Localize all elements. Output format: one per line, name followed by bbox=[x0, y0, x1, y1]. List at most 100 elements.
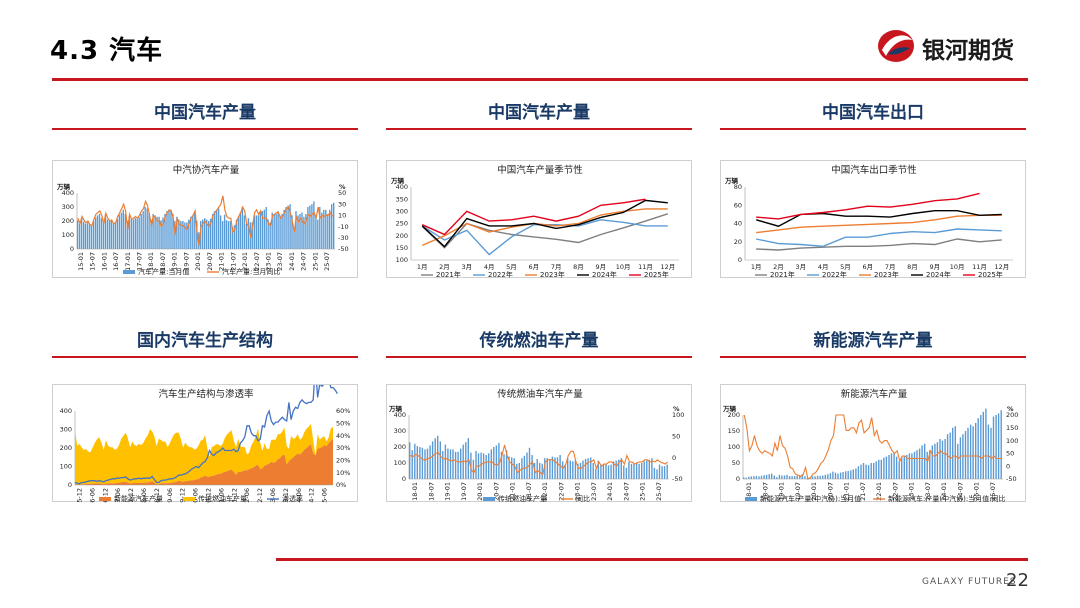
bar bbox=[465, 442, 467, 479]
section-china-auto-production: 中国汽车产量 中汽协汽车产量 万辆 0 100 200 300 400% -50 -30 -10 1… bbox=[52, 100, 358, 278]
bar bbox=[816, 475, 819, 479]
bar bbox=[104, 214, 107, 249]
y2-tick-label: 10 bbox=[338, 212, 346, 220]
bar bbox=[237, 216, 240, 249]
bar bbox=[946, 434, 949, 479]
legend-swatch bbox=[483, 497, 495, 501]
x-tick-label: 21-07 bbox=[859, 482, 867, 501]
bar bbox=[755, 476, 758, 479]
bar bbox=[898, 461, 900, 479]
bar bbox=[275, 214, 277, 249]
bar bbox=[299, 214, 301, 249]
bar bbox=[618, 459, 620, 479]
x-tick-label: 24-12 bbox=[308, 488, 316, 503]
bar bbox=[231, 226, 234, 249]
chart-title: 中国汽车产量季节性 bbox=[497, 164, 583, 176]
bar bbox=[213, 211, 216, 249]
bar bbox=[908, 453, 911, 479]
section-divider bbox=[386, 356, 692, 358]
y-tick-label: 100 bbox=[396, 256, 408, 264]
bar bbox=[906, 455, 908, 479]
bar bbox=[259, 211, 261, 249]
bar bbox=[513, 458, 515, 479]
bar bbox=[210, 218, 212, 249]
y2-tick-label: 100 bbox=[672, 411, 684, 419]
bar bbox=[467, 438, 469, 479]
legend-label: 2022年 bbox=[822, 270, 847, 279]
bar bbox=[311, 204, 313, 249]
bar bbox=[452, 449, 454, 479]
bar bbox=[643, 461, 645, 479]
bar bbox=[140, 214, 142, 249]
series-line bbox=[421, 198, 646, 236]
x-tick-label: 18-06 bbox=[140, 488, 148, 503]
x-tick-label: 24-01 bbox=[940, 482, 948, 501]
bar bbox=[170, 209, 172, 249]
x-tick-label: 22-07 bbox=[891, 482, 899, 501]
bar bbox=[88, 224, 91, 249]
x-tick-label: 3月 bbox=[796, 263, 807, 271]
bar bbox=[315, 215, 317, 249]
legend-label: 汽车产量:当月值 bbox=[138, 267, 189, 276]
bar bbox=[327, 214, 329, 249]
bar bbox=[924, 443, 926, 479]
bar bbox=[969, 424, 972, 479]
bar bbox=[567, 458, 569, 479]
bar bbox=[138, 217, 140, 249]
bar bbox=[160, 220, 162, 249]
bar bbox=[333, 202, 335, 249]
x-tick-label: 20-01 bbox=[476, 482, 484, 501]
bar bbox=[590, 457, 592, 479]
bar bbox=[549, 459, 551, 479]
bar bbox=[114, 222, 117, 249]
bar bbox=[243, 215, 246, 249]
bar bbox=[600, 464, 602, 479]
x-tick-label: 9月 bbox=[930, 263, 941, 271]
bar bbox=[261, 211, 263, 249]
y-tick-label: 100 bbox=[60, 463, 72, 471]
x-tick-label: 12月 bbox=[660, 263, 675, 271]
y2-tick-label: 0 bbox=[672, 454, 676, 462]
chart-title: 中汽协汽车产量 bbox=[173, 164, 240, 176]
bar bbox=[875, 461, 877, 479]
bar bbox=[192, 215, 194, 249]
bar bbox=[449, 449, 452, 479]
bar bbox=[321, 212, 323, 249]
bar bbox=[206, 219, 208, 249]
bar bbox=[822, 475, 824, 479]
bar bbox=[857, 466, 860, 479]
x-tick-label: 7月 bbox=[551, 263, 562, 271]
x-tick-label: 16-01 bbox=[100, 252, 108, 271]
y2-tick-label: 200 bbox=[1006, 411, 1018, 419]
bar bbox=[839, 472, 842, 479]
bar bbox=[796, 475, 798, 479]
legend-label: 新能源汽车产量 bbox=[114, 494, 163, 503]
x-tick-label: 10月 bbox=[616, 263, 631, 271]
bar bbox=[178, 219, 180, 249]
chart-title: 新能源汽车产量 bbox=[841, 388, 908, 400]
bar bbox=[959, 437, 962, 479]
chart-panel: 传统燃油车汽车产量 万辆 0 100 200 300 400% -50 0 50 100 18-01 1… bbox=[386, 384, 692, 503]
y-tick-label: 200 bbox=[62, 217, 74, 225]
x-tick-label: 24-07 bbox=[956, 482, 964, 501]
y2-tick-label: 10% bbox=[336, 469, 350, 477]
chart-panel: 中国汽车产量季节性 万辆 100 150 200 250 300 350 400 1月 2月 3月 4月… bbox=[386, 160, 692, 279]
bar bbox=[893, 452, 895, 479]
bar bbox=[219, 215, 222, 249]
bar bbox=[233, 225, 236, 249]
bar bbox=[164, 214, 166, 249]
y-tick-label: 0 bbox=[70, 245, 74, 253]
section-title: 国内汽车生产结构 bbox=[137, 331, 273, 351]
bar bbox=[112, 223, 115, 249]
series-line bbox=[756, 228, 1002, 248]
x-tick-label: 17-07 bbox=[136, 252, 144, 271]
bar bbox=[663, 466, 666, 479]
legend-label: 2025年 bbox=[978, 270, 1003, 279]
series-line bbox=[410, 444, 669, 476]
header-divider bbox=[52, 78, 1028, 81]
x-tick-label: 4月 bbox=[818, 263, 829, 271]
bar bbox=[913, 451, 916, 479]
bar bbox=[750, 476, 752, 479]
bar bbox=[628, 462, 630, 479]
bar bbox=[158, 216, 160, 249]
